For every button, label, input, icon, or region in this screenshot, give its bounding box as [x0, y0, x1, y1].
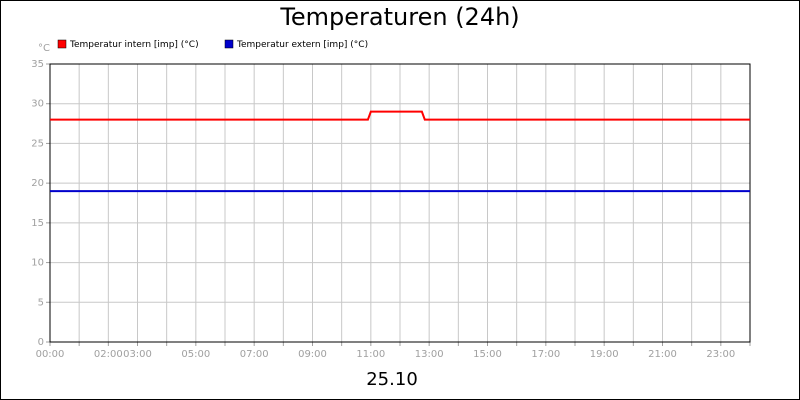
- x-tick-label: 00:00: [36, 349, 65, 360]
- legend-label: Temperatur extern [imp] (°C): [236, 40, 368, 50]
- x-tick-label: 15:00: [473, 349, 502, 360]
- legend-swatch: [224, 39, 234, 49]
- x-tick-label: 07:00: [240, 349, 269, 360]
- x-tick-label: 03:00: [123, 349, 152, 360]
- x-tick-label: 02:00: [94, 349, 123, 360]
- series-line: [50, 110, 750, 121]
- chart-title: Temperaturen (24h): [279, 3, 519, 31]
- y-tick-label: 10: [31, 258, 44, 269]
- x-tick-label: 19:00: [590, 349, 619, 360]
- y-axis-label: °C: [38, 43, 50, 54]
- y-tick-label: 15: [31, 218, 44, 229]
- x-tick-label: 11:00: [356, 349, 385, 360]
- x-tick-label: 17:00: [531, 349, 560, 360]
- plot-area: [49, 63, 751, 343]
- x-tick-label: 13:00: [415, 349, 444, 360]
- y-tick-label: 20: [31, 178, 44, 189]
- legend-label: Temperatur intern [imp] (°C): [69, 40, 199, 50]
- y-tick-label: 25: [31, 138, 44, 149]
- y-tick-label: 0: [38, 337, 44, 348]
- y-tick-label: 30: [31, 99, 44, 110]
- x-tick-label: 05:00: [181, 349, 210, 360]
- x-axis-label: 25.10: [366, 369, 418, 390]
- y-tick-label: 5: [38, 297, 44, 308]
- x-tick-label: 23:00: [706, 349, 735, 360]
- x-tick-label: 21:00: [648, 349, 677, 360]
- y-tick-label: 35: [31, 59, 44, 70]
- legend-swatch: [57, 39, 67, 49]
- x-tick-label: 09:00: [298, 349, 327, 360]
